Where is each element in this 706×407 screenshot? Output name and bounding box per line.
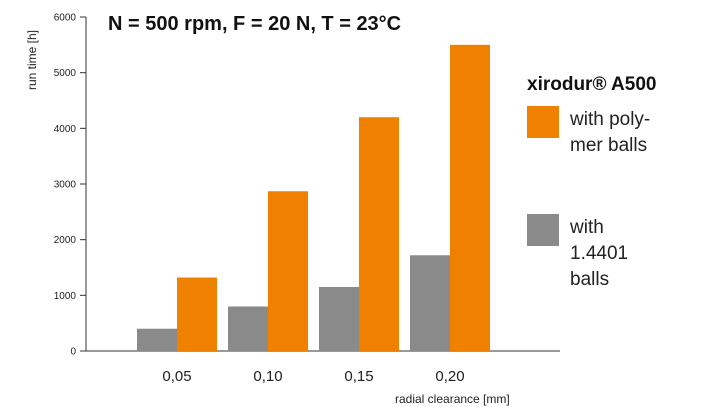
x-tick-label: 0,05: [162, 368, 191, 385]
bar-steel-1: [228, 306, 268, 351]
x-axis-label: radial clearance [mm]: [395, 392, 510, 406]
y-tick-label: 5000: [54, 68, 77, 79]
bar-polymer-1: [268, 191, 308, 351]
legend-swatch-steel: [527, 214, 559, 246]
chart-title: N = 500 rpm, F = 20 N, T = 23°C: [108, 13, 401, 35]
x-tick-label: 0,20: [435, 368, 464, 385]
bar-steel-0: [137, 328, 177, 351]
y-tick-label: 3000: [54, 180, 77, 191]
bar-polymer-2: [359, 117, 399, 351]
legend-title: xirodur® A500: [527, 74, 656, 95]
legend-label-polymer: with poly-mer balls: [569, 109, 650, 156]
legend-label-steel: with 1.4401 balls: [569, 217, 628, 290]
y-tick-label: 2000: [54, 235, 77, 246]
bar-steel-3: [410, 255, 450, 351]
y-tick-label: 6000: [54, 13, 77, 24]
y-axis-label: run time [h]: [25, 30, 39, 90]
y-tick-label: 4000: [54, 124, 77, 135]
bar-steel-2: [319, 286, 359, 351]
bar-polymer-3: [450, 44, 490, 351]
bar-polymer-0: [177, 277, 217, 351]
y-tick-label: 1000: [54, 291, 77, 302]
x-tick-label: 0,10: [253, 368, 282, 385]
legend-swatch-polymer: [527, 106, 559, 138]
x-tick-label: 0,15: [344, 368, 373, 385]
y-tick-label: 0: [70, 347, 76, 358]
